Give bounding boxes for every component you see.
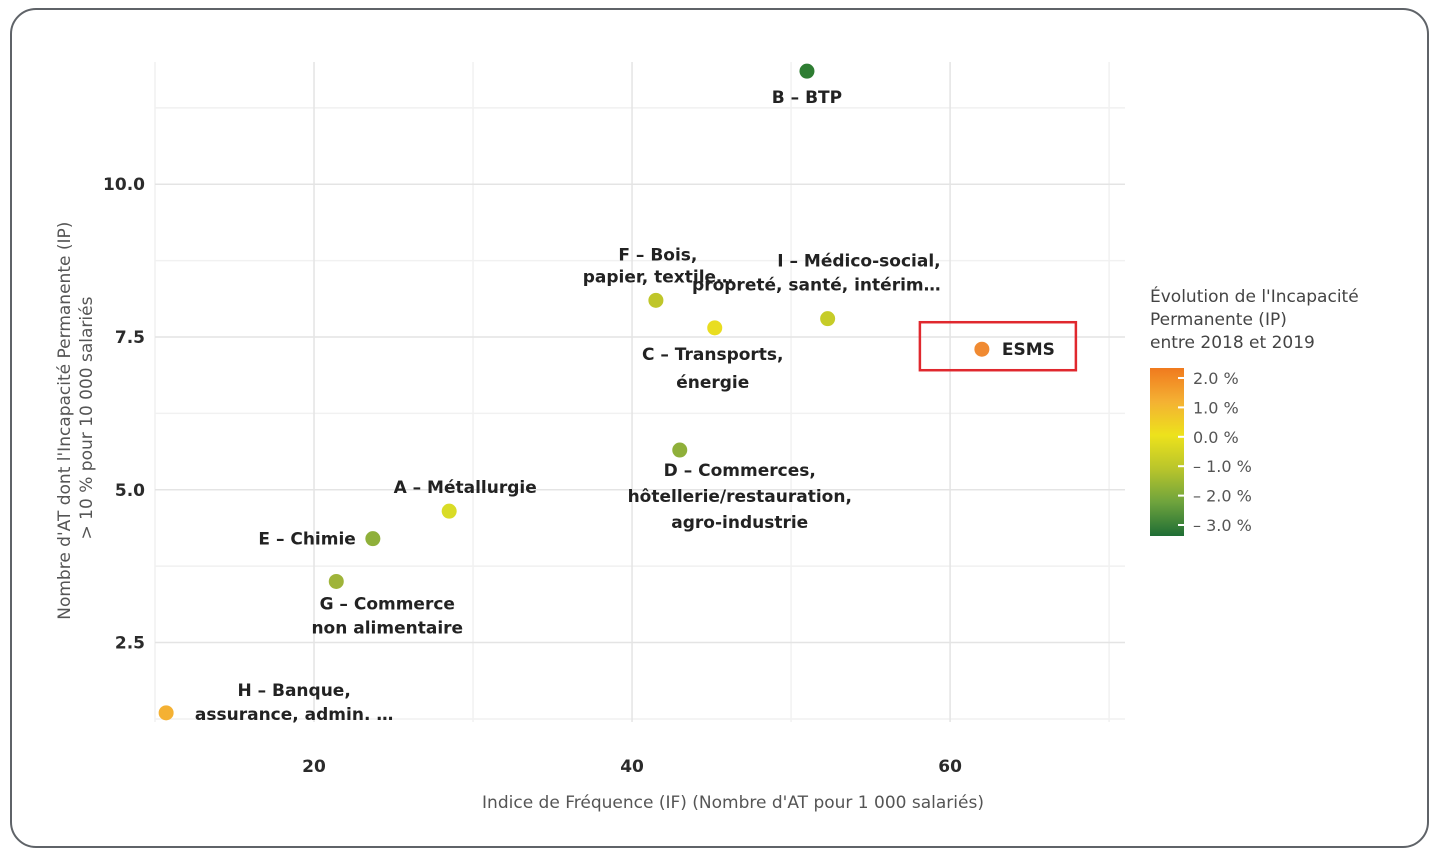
color-legend: Évolution de l'Incapacité Permanente (IP… [1150,285,1359,536]
y-axis-title: Nombre d'AT dont l'Incapacité Permanente… [55,216,97,620]
point-marker [365,531,381,547]
highlight-rect [918,320,1078,372]
point-label: C – Transports, [642,345,784,365]
point-marker [799,63,815,79]
data-point-a: A – Métallurgie [394,478,537,519]
data-point-h: H – Banque, assurance, admin. … [158,681,393,725]
legend-color-bar [1150,368,1184,536]
legend-title-line-2: Permanente (IP) [1150,310,1287,330]
legend-tick-label: – 1.0 % [1193,457,1252,476]
y-tick-label: 5.0 [115,481,145,501]
data-point-c: C – Transports, énergie [642,320,784,393]
y-axis-title-line-2: > 10 % pour 10 000 salariés [77,296,97,539]
point-label: F – Bois, [618,245,697,265]
y-tick-label: 10.0 [103,175,145,195]
point-label: énergie [676,373,749,393]
point-marker [707,320,723,336]
point-label: propreté, santé, intérim… [692,276,941,296]
point-label: non alimentaire [311,618,463,638]
x-tick-label: 40 [620,757,644,777]
point-label: assurance, admin. … [195,705,393,725]
y-tick-label: 2.5 [115,634,145,654]
point-label: E – Chimie [258,530,355,550]
point-marker [820,311,836,327]
chart-panel [10,8,1429,848]
x-axis-ticks: 20 40 60 [302,757,962,777]
legend-tick-label: – 3.0 % [1193,516,1252,535]
legend-tick-label: 2.0 % [1193,369,1239,388]
data-point-e: E – Chimie [258,530,381,550]
y-axis-ticks: 2.5 5.0 7.5 10.0 [103,175,145,653]
data-point-f: F – Bois,papier, textile… [583,245,733,308]
point-label: ESMS [1002,340,1055,360]
legend-title-line-1: Évolution de l'Incapacité [1150,285,1359,307]
point-label: D – Commerces, [664,461,816,481]
point-label: H – Banque, [237,681,350,701]
data-points: B – BTP F – Bois,papier, textile… C – Tran… [158,63,1055,725]
data-point-i: I – Médico-social, propreté, santé, intér… [692,252,941,327]
point-label: papier, textile… [583,267,733,287]
point-marker [974,341,990,357]
point-label: I – Médico-social, [777,252,940,272]
data-point-esms: ESMS [974,340,1055,360]
point-marker [672,442,688,458]
x-tick-label: 60 [938,757,962,777]
data-point-d: D – Commerces, hôtellerie/restauration, ag… [628,442,852,533]
point-label: G – Commerce [320,594,455,614]
highlight-box [918,320,1078,372]
legend-ticks: 2.0 % 1.0 % 0.0 % – 1.0 % – 2.0 % – 3.0 % [1178,369,1252,535]
y-tick-label: 7.5 [115,328,145,348]
point-marker [158,705,174,721]
grid [154,62,1125,722]
data-point-b: B – BTP [772,63,842,108]
y-axis-title-line-1: Nombre d'AT dont l'Incapacité Permanente… [55,222,75,620]
point-label: B – BTP [772,88,842,108]
point-marker [648,292,664,308]
point-label: A – Métallurgie [394,478,537,498]
point-label: agro-industrie [671,513,808,533]
point-marker [328,573,344,589]
legend-tick-label: 1.0 % [1193,398,1239,417]
legend-tick-label: 0.0 % [1193,428,1239,447]
point-label: hôtellerie/restauration, [628,487,852,507]
legend-tick-label: – 2.0 % [1193,487,1252,506]
data-point-g: G – Commerce non alimentaire [311,573,463,638]
legend-title-line-3: entre 2018 et 2019 [1150,333,1315,353]
x-tick-label: 20 [302,757,326,777]
point-marker [441,503,457,519]
x-axis-title: Indice de Fréquence (IF) (Nombre d'AT po… [482,793,984,813]
